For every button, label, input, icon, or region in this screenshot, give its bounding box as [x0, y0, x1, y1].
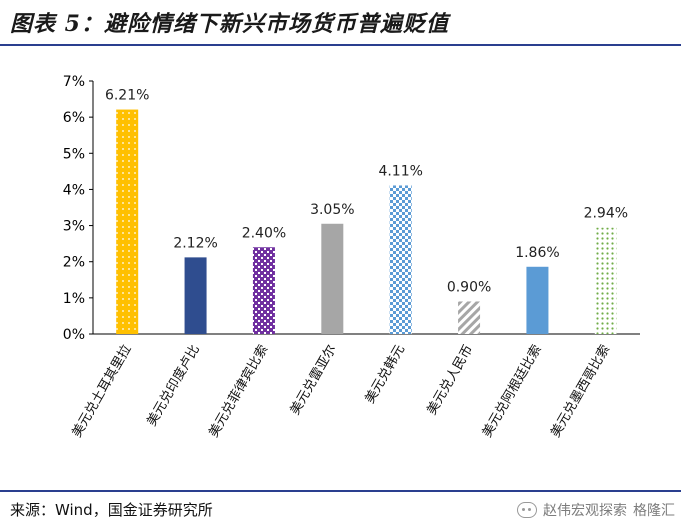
bar-5 — [458, 301, 481, 334]
chart-area: 0% 1% 2% 3% 4% 5% 6% 7% 6.21% 2.12% 2.40% 3.05% 4.1… — [0, 56, 681, 486]
footer: 来源：Wind，国金证券研究所 赵伟宏观探索 格隆汇 — [0, 490, 681, 532]
y-tick-label: 5% — [63, 146, 85, 162]
category-label-2: 美元兑菲律宾比索 — [206, 342, 272, 440]
axes: 0% 1% 2% 3% 4% 5% 6% 7% — [63, 74, 640, 343]
category-labels: 美元兑土耳其里拉 美元兑印度卢比 美元兑菲律宾比索 美元兑雷亚尔 美元兑韩元 美元兑人民币… — [70, 342, 614, 440]
y-tick-label: 4% — [63, 182, 85, 198]
data-label-1: 2.12% — [173, 235, 217, 251]
bar-1 — [184, 257, 207, 334]
watermark-text: 赵伟宏观探索 — [543, 503, 627, 519]
y-tick-label: 0% — [63, 327, 85, 343]
category-label-6: 美元兑阿根廷比索 — [480, 343, 545, 441]
y-tick-label: 2% — [63, 255, 85, 271]
data-label-4: 4.11% — [378, 163, 422, 179]
chart-title: 图表 5：避险情绪下新兴市场货币普遍贬值 — [10, 11, 449, 37]
bar-7 — [594, 227, 617, 334]
category-label-3: 美元兑雷亚尔 — [288, 343, 340, 418]
source-note: 来源：Wind，国金证券研究所 — [10, 501, 213, 519]
category-label-4: 美元兑韩元 — [363, 343, 408, 407]
bars — [116, 109, 617, 334]
wechat-icon — [517, 502, 537, 518]
y-tick-label: 1% — [63, 291, 85, 307]
bar-0 — [116, 109, 139, 334]
data-labels: 6.21% 2.12% 2.40% 3.05% 4.11% 0.90% 1.86% 2.94% — [105, 88, 628, 296]
data-label-6: 1.86% — [515, 245, 559, 261]
category-label-1: 美元兑印度卢比 — [144, 342, 203, 429]
bar-3 — [321, 223, 344, 334]
y-tick-label: 3% — [63, 219, 85, 235]
watermark: 赵伟宏观探索 格隆汇 — [517, 500, 675, 520]
category-label-5: 美元兑人民币 — [425, 343, 477, 418]
data-label-3: 3.05% — [310, 202, 354, 218]
bar-chart: 0% 1% 2% 3% 4% 5% 6% 7% 6.21% 2.12% 2.40% 3.05% 4.1… — [63, 74, 640, 440]
category-label-0: 美元兑土耳其里拉 — [70, 343, 135, 441]
watermark-text-2: 格隆汇 — [633, 503, 675, 519]
bar-6 — [526, 266, 549, 334]
y-tick-label: 6% — [63, 110, 85, 126]
data-label-5: 0.90% — [447, 279, 491, 295]
data-label-7: 2.94% — [584, 206, 628, 222]
bar-4 — [389, 185, 412, 334]
bar-2 — [252, 247, 275, 334]
data-label-0: 6.21% — [105, 88, 149, 104]
data-label-2: 2.40% — [242, 225, 286, 241]
y-tick-label: 7% — [63, 74, 85, 90]
title-bar: 图表 5：避险情绪下新兴市场货币普遍贬值 — [0, 0, 681, 46]
category-label-7: 美元兑墨西哥比索 — [548, 343, 613, 441]
